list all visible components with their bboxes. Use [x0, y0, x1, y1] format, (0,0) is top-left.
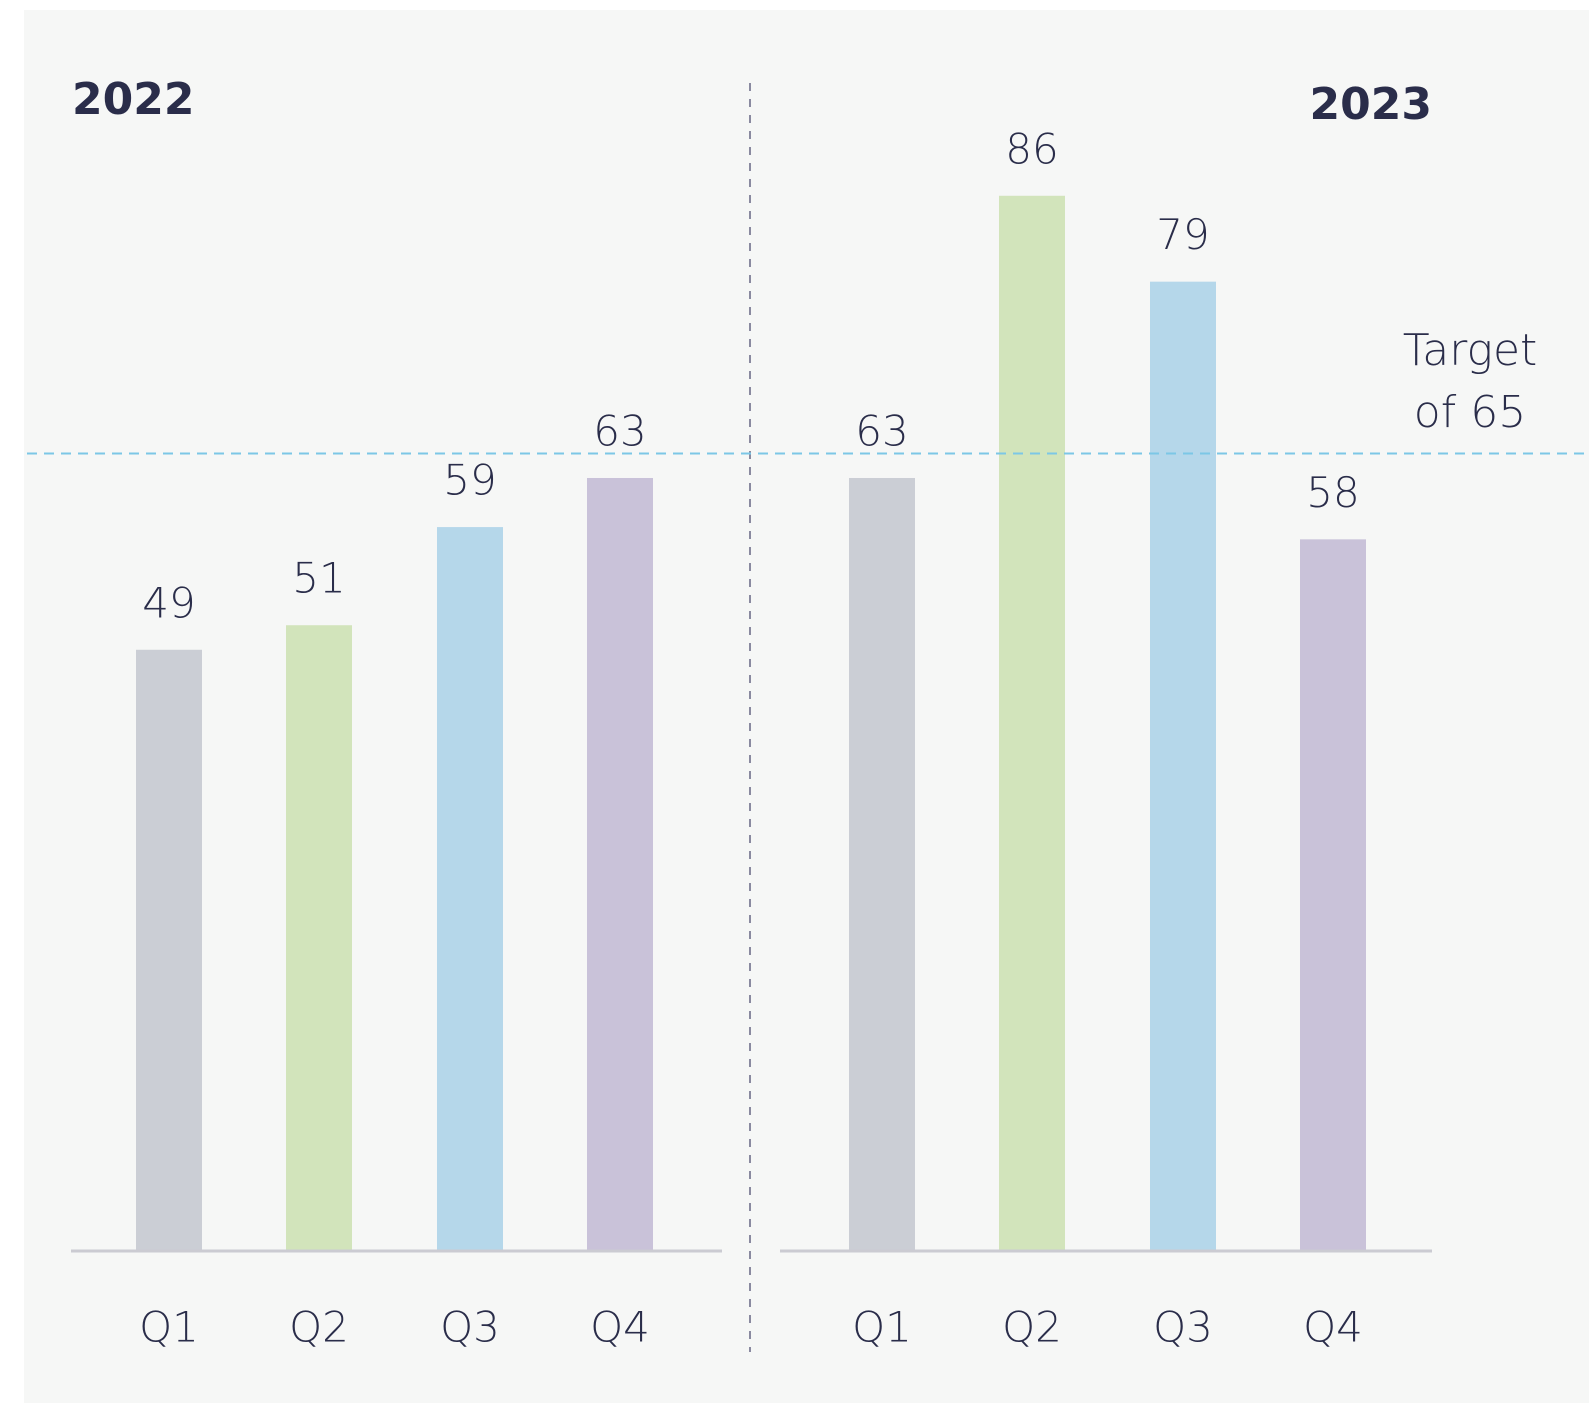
value-label: 58	[1306, 468, 1359, 517]
x-tick-label: Q1	[852, 1303, 912, 1352]
panel-title: 2023	[1310, 79, 1432, 130]
value-label: 79	[1156, 210, 1209, 259]
bar	[587, 477, 653, 1251]
value-label: 59	[443, 456, 496, 505]
value-label: 63	[593, 406, 646, 455]
x-tick-label: Q3	[1153, 1303, 1213, 1352]
x-tick-label: Q4	[1303, 1303, 1363, 1352]
x-tick-label: Q2	[289, 1303, 349, 1352]
value-label: 63	[855, 406, 908, 455]
target-label: Target of 65	[1402, 325, 1538, 438]
value-label: 51	[292, 554, 345, 603]
bar	[999, 195, 1065, 1251]
x-tick-label: Q3	[440, 1303, 500, 1352]
value-label: 49	[142, 578, 195, 627]
x-tick-label: Q1	[139, 1303, 199, 1352]
bar	[437, 527, 503, 1251]
x-tick-label: Q2	[1002, 1303, 1062, 1352]
value-label: 86	[1005, 124, 1058, 173]
bar	[1150, 281, 1216, 1251]
bar	[849, 477, 915, 1251]
bar	[1300, 539, 1366, 1251]
bar	[136, 649, 202, 1251]
panel-title: 2022	[72, 74, 194, 125]
x-tick-label: Q4	[590, 1303, 650, 1352]
bar	[286, 625, 352, 1251]
